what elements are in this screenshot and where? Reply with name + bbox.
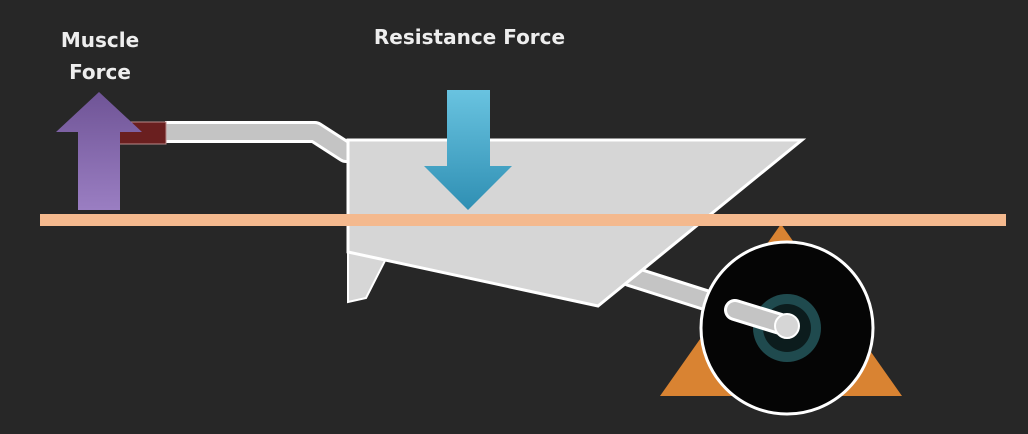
muscle-force-label: Muscle Force — [40, 24, 160, 88]
muscle-force-label-line1: Muscle — [60, 28, 140, 52]
wheel-axle — [774, 313, 800, 339]
muscle-force-arrow — [56, 92, 142, 210]
lever-bar — [40, 214, 1006, 226]
resistance-force-label: Resistance Force — [373, 25, 566, 49]
muscle-force-label-line2: Force — [69, 60, 131, 84]
resistance-force-arrow — [424, 90, 512, 210]
